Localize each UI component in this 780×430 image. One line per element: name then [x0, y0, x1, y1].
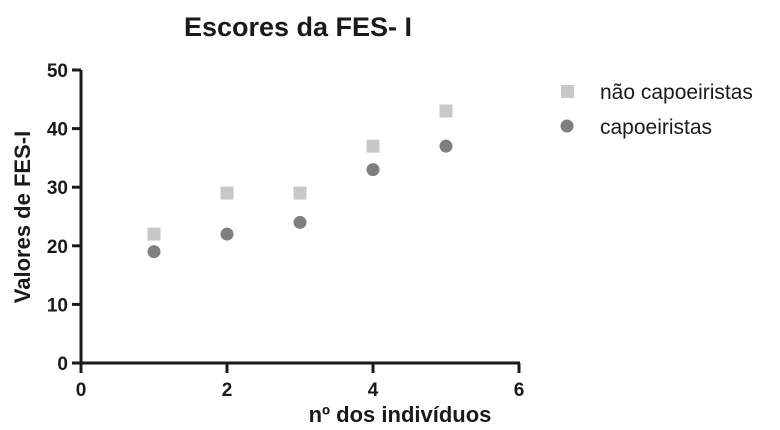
x-tick-label: 0 — [76, 380, 87, 401]
point-circle — [439, 139, 453, 153]
point-square — [293, 186, 307, 200]
y-tick-label: 30 — [47, 178, 68, 199]
data-points — [147, 104, 453, 259]
x-tick-label: 6 — [514, 380, 525, 401]
y-ticks: 0 10 20 30 40 50 — [47, 61, 81, 375]
x-ticks: 0 2 4 6 — [76, 363, 525, 401]
y-tick-label: 20 — [47, 237, 68, 258]
point-circle — [293, 215, 307, 229]
y-tick-label: 50 — [47, 61, 68, 82]
legend-marker-circle — [560, 119, 574, 133]
point-square — [220, 186, 234, 200]
chart-title: Escores da FES- I — [184, 12, 412, 42]
point-circle — [220, 227, 234, 241]
y-axis-label: Valores de FES-I — [10, 131, 35, 303]
legend-label-capoeiristas: capoeiristas — [600, 116, 712, 139]
legend-marker-square — [561, 85, 574, 98]
legend: não capoeiristas capoeiristas — [560, 81, 753, 139]
point-square — [366, 139, 380, 153]
x-axis-label: nº dos indivíduos — [309, 402, 492, 427]
x-tick-label: 2 — [222, 380, 233, 401]
point-circle — [366, 163, 380, 177]
point-square — [147, 227, 161, 241]
legend-label-nao-capoeiristas: não capoeiristas — [600, 81, 753, 104]
x-tick-label: 4 — [368, 380, 379, 401]
y-tick-label: 40 — [47, 120, 68, 141]
y-tick-label: 10 — [47, 295, 68, 316]
y-tick-label: 0 — [57, 354, 68, 375]
point-circle — [147, 245, 161, 259]
point-square — [439, 104, 453, 118]
